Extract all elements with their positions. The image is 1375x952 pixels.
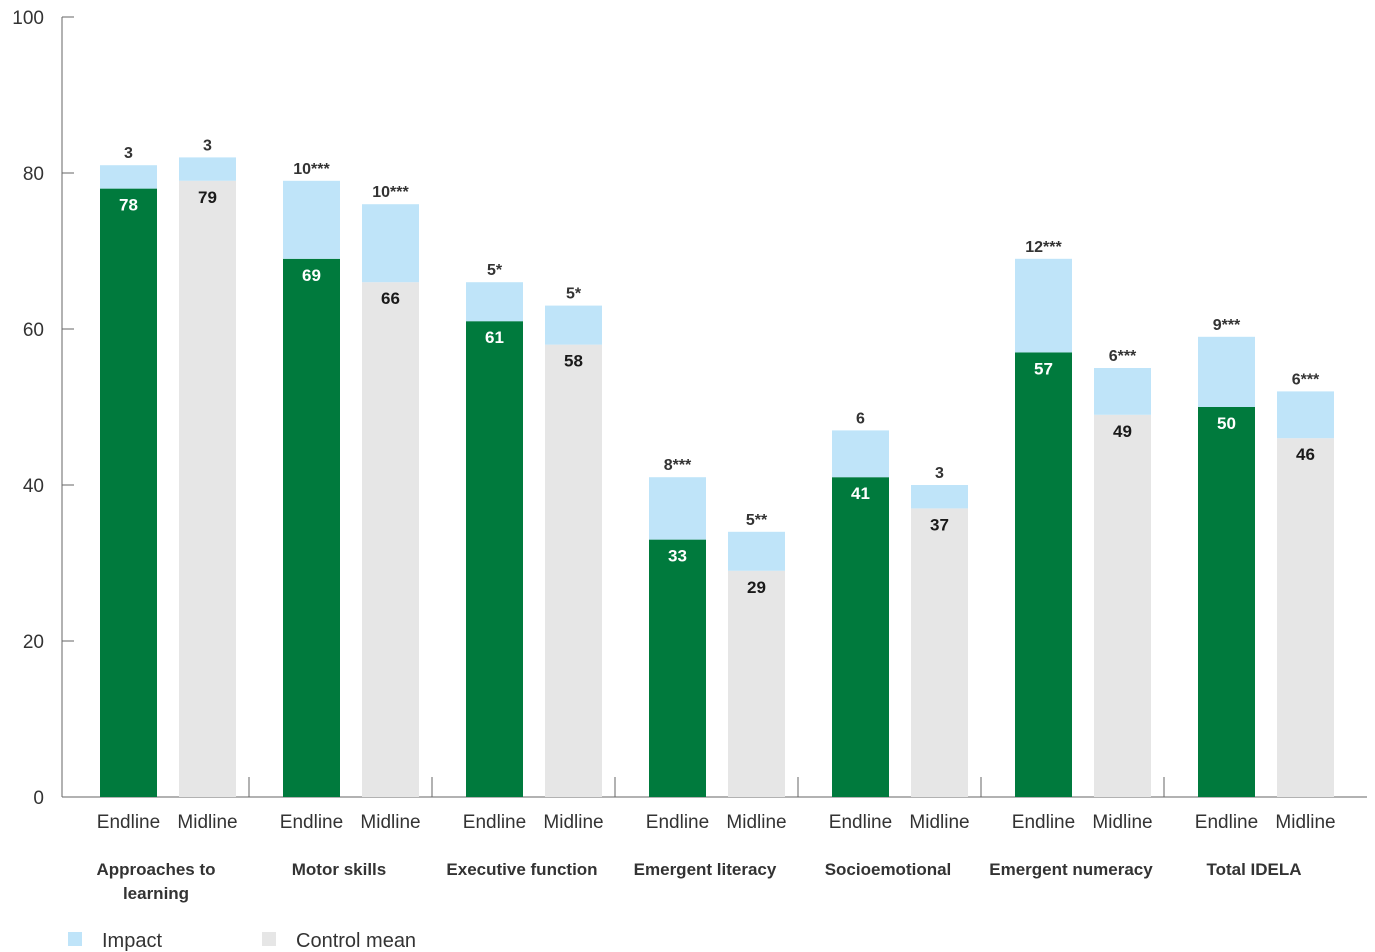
legend-swatch (262, 932, 276, 946)
y-tick-label: 60 (23, 320, 44, 341)
endline-value-label: 69 (302, 266, 321, 285)
endline-impact-bar (466, 282, 523, 322)
endline-impact-label: 12*** (1025, 239, 1062, 256)
legend-label: Impact (102, 930, 162, 952)
y-tick-label: 100 (12, 8, 44, 29)
endline-value-label: 61 (485, 328, 504, 347)
category-label: Approaches to (96, 860, 215, 879)
bar-sub-label: Midline (1092, 812, 1152, 833)
endline-impact-bar (1198, 336, 1255, 407)
midline-impact-bar (1094, 368, 1151, 415)
endline-impact-label: 8*** (664, 457, 692, 474)
midline-impact-bar (728, 531, 785, 571)
endline-impact-bar (832, 430, 889, 478)
midline-base-bar (728, 570, 785, 797)
bar-sub-label: Endline (829, 812, 892, 833)
category-label: learning (123, 884, 189, 903)
midline-value-label: 66 (381, 289, 400, 308)
endline-value-label: 33 (668, 547, 687, 566)
endline-value-label: 78 (119, 196, 138, 215)
category-label: Emergent literacy (634, 860, 777, 879)
midline-value-label: 29 (747, 578, 766, 597)
midline-impact-bar (362, 204, 419, 283)
endline-value-label: 50 (1217, 414, 1236, 433)
endline-impact-bar (1015, 258, 1072, 353)
midline-base-bar (1094, 414, 1151, 797)
category-label: Motor skills (292, 860, 386, 879)
midline-impact-label: 5* (566, 286, 582, 303)
midline-impact-bar (911, 485, 968, 509)
midline-value-label: 49 (1113, 422, 1132, 441)
bar-sub-label: Endline (646, 812, 709, 833)
midline-impact-label: 3 (203, 137, 212, 154)
endline-base-bar (100, 188, 157, 798)
midline-impact-bar (1277, 391, 1334, 439)
endline-value-label: 57 (1034, 359, 1053, 378)
endline-value-label: 41 (851, 484, 870, 503)
bar-sub-label: Midline (360, 812, 420, 833)
y-tick-label: 0 (33, 788, 44, 809)
legend-label: Control mean (296, 930, 416, 952)
endline-impact-bar (649, 477, 706, 540)
midline-impact-label: 5** (746, 512, 768, 529)
bar-sub-label: Midline (177, 812, 237, 833)
midline-impact-label: 6*** (1109, 348, 1137, 365)
bar-sub-label: Endline (280, 812, 343, 833)
midline-base-bar (1277, 438, 1334, 797)
bar-sub-label: Midline (909, 812, 969, 833)
endline-impact-label: 5* (487, 262, 503, 279)
midline-value-label: 79 (198, 188, 217, 207)
midline-value-label: 46 (1296, 445, 1315, 464)
category-label: Executive function (446, 860, 597, 879)
endline-base-bar (1198, 407, 1255, 797)
bar-sub-label: Midline (726, 812, 786, 833)
midline-base-bar (362, 282, 419, 797)
legend-swatch (68, 932, 82, 946)
y-tick-label: 80 (23, 164, 44, 185)
bar-sub-label: Midline (543, 812, 603, 833)
endline-base-bar (649, 539, 706, 797)
bar-sub-label: Midline (1275, 812, 1335, 833)
category-label: Emergent numeracy (989, 860, 1153, 879)
midline-base-bar (179, 180, 236, 798)
bar-sub-label: Endline (1195, 812, 1258, 833)
midline-value-label: 58 (564, 352, 583, 371)
endline-base-bar (283, 258, 340, 797)
bar-sub-label: Endline (463, 812, 526, 833)
midline-impact-label: 3 (935, 465, 944, 482)
y-tick-label: 20 (23, 632, 44, 653)
midline-impact-label: 10*** (372, 184, 409, 201)
endline-impact-label: 6 (856, 410, 865, 427)
endline-base-bar (1015, 352, 1072, 797)
endline-impact-bar (100, 165, 157, 189)
bar-sub-label: Endline (97, 812, 160, 833)
bar-sub-label: Endline (1012, 812, 1075, 833)
y-tick-label: 40 (23, 476, 44, 497)
endline-impact-bar (283, 180, 340, 259)
endline-base-bar (832, 477, 889, 797)
category-label: Socioemotional (825, 860, 952, 879)
endline-impact-label: 3 (124, 145, 133, 162)
endline-base-bar (466, 321, 523, 797)
endline-impact-label: 10*** (293, 161, 330, 178)
endline-impact-label: 9*** (1213, 317, 1241, 334)
midline-value-label: 37 (930, 515, 949, 534)
midline-impact-bar (545, 305, 602, 345)
midline-impact-bar (179, 157, 236, 181)
midline-impact-label: 6*** (1292, 371, 1320, 388)
category-label: Total IDELA (1206, 860, 1301, 879)
midline-base-bar (545, 344, 602, 797)
midline-base-bar (911, 508, 968, 797)
